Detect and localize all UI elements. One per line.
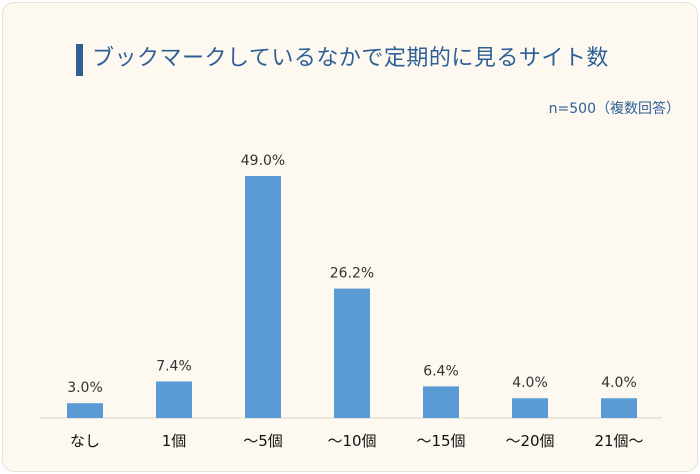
bar-3 (334, 288, 370, 418)
category-label-2: ～5個 (243, 432, 283, 450)
sample-size-note: n=500（複数回答） (548, 101, 680, 117)
category-label-5: ～20個 (505, 432, 554, 450)
data-label-1: 7.4% (156, 358, 192, 374)
title-accent-bar (76, 44, 83, 76)
bar-2 (245, 176, 281, 418)
category-label-4: ～15個 (416, 432, 465, 450)
chart-title: ブックマークしているなかで定期的に見るサイト数 (92, 46, 609, 71)
data-label-0: 3.0% (67, 380, 103, 396)
category-label-0: なし (70, 432, 100, 450)
data-label-4: 6.4% (423, 363, 459, 379)
bar-4 (423, 386, 459, 418)
category-label-1: 1個 (162, 432, 187, 450)
bar-0 (67, 403, 103, 418)
bars-group: 3.0% なし 7.4% 1個 49.0% ～5個 26.2% ～10個 6.4% ～15個 4.0… (67, 153, 644, 450)
category-label-6: 21個～ (594, 432, 643, 450)
category-label-3: ～10個 (327, 432, 376, 450)
bar-6 (601, 398, 637, 418)
bar-1 (156, 381, 192, 418)
data-label-5: 4.0% (512, 375, 548, 391)
data-label-3: 26.2% (330, 266, 374, 282)
data-label-6: 4.0% (601, 375, 637, 391)
bar-5 (512, 398, 548, 418)
data-label-2: 49.0% (241, 153, 285, 169)
